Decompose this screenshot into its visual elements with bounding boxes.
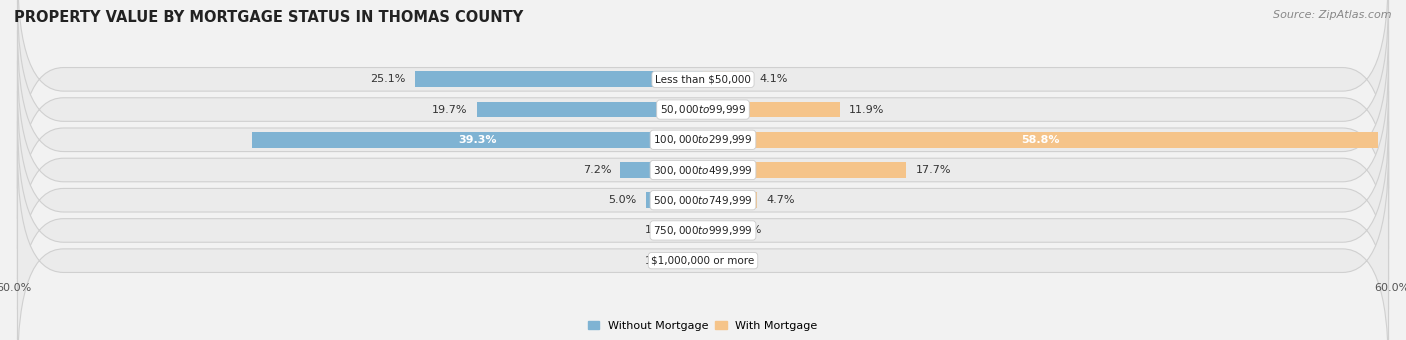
Text: $300,000 to $499,999: $300,000 to $499,999 (654, 164, 752, 176)
Legend: Without Mortgage, With Mortgage: Without Mortgage, With Mortgage (585, 318, 821, 334)
Text: 1.8%: 1.8% (645, 225, 673, 235)
Bar (682, 223, 703, 238)
FancyBboxPatch shape (17, 0, 1389, 188)
Bar (703, 102, 839, 117)
Text: $750,000 to $999,999: $750,000 to $999,999 (654, 224, 752, 237)
Text: 1.8%: 1.8% (645, 256, 673, 266)
Text: 4.7%: 4.7% (766, 195, 794, 205)
FancyBboxPatch shape (17, 152, 1389, 340)
FancyBboxPatch shape (17, 61, 1389, 279)
Text: 58.8%: 58.8% (1021, 135, 1060, 145)
FancyBboxPatch shape (17, 121, 1389, 340)
Text: 5.0%: 5.0% (609, 195, 637, 205)
Text: 0.83%: 0.83% (721, 256, 756, 266)
Bar (703, 71, 749, 87)
Text: 25.1%: 25.1% (370, 74, 405, 84)
Text: $1,000,000 or more: $1,000,000 or more (651, 256, 755, 266)
FancyBboxPatch shape (17, 0, 1389, 219)
Bar (703, 253, 713, 269)
Text: 1.9%: 1.9% (734, 225, 762, 235)
FancyBboxPatch shape (17, 91, 1389, 309)
Bar (682, 253, 703, 269)
Bar (703, 192, 756, 208)
Bar (703, 162, 907, 178)
Bar (645, 192, 703, 208)
Text: $100,000 to $299,999: $100,000 to $299,999 (654, 133, 752, 146)
Text: 17.7%: 17.7% (915, 165, 950, 175)
Text: Less than $50,000: Less than $50,000 (655, 74, 751, 84)
Bar (252, 132, 703, 148)
Text: Source: ZipAtlas.com: Source: ZipAtlas.com (1274, 10, 1392, 20)
Bar (703, 132, 1378, 148)
Bar (620, 162, 703, 178)
Text: $500,000 to $749,999: $500,000 to $749,999 (654, 194, 752, 207)
Text: 7.2%: 7.2% (582, 165, 612, 175)
Text: 19.7%: 19.7% (432, 105, 468, 115)
Text: 4.1%: 4.1% (759, 74, 787, 84)
Text: PROPERTY VALUE BY MORTGAGE STATUS IN THOMAS COUNTY: PROPERTY VALUE BY MORTGAGE STATUS IN THO… (14, 10, 523, 25)
Bar (415, 71, 703, 87)
FancyBboxPatch shape (17, 31, 1389, 249)
Text: 11.9%: 11.9% (849, 105, 884, 115)
Text: $50,000 to $99,999: $50,000 to $99,999 (659, 103, 747, 116)
Bar (703, 223, 725, 238)
Text: 39.3%: 39.3% (458, 135, 496, 145)
Bar (477, 102, 703, 117)
